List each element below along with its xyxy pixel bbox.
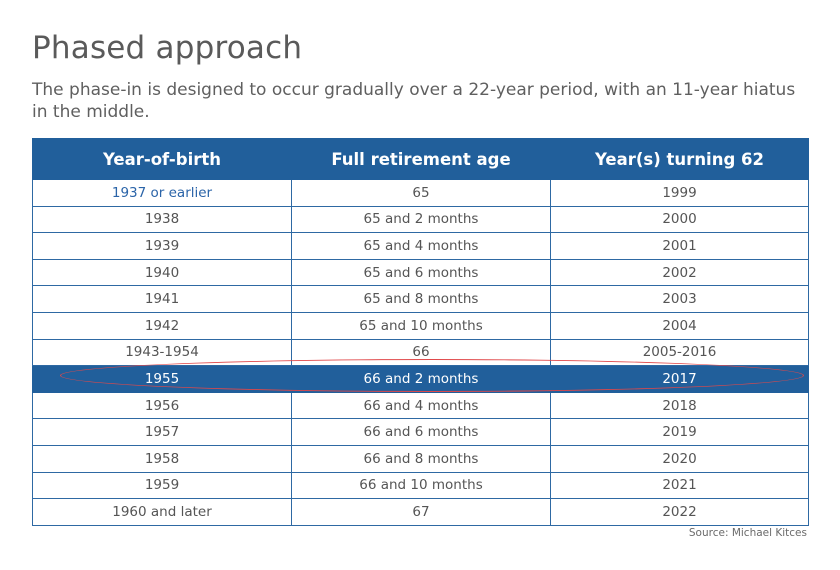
table-row: 1937 or earlier 65 1999 (32, 179, 809, 207)
table-header-row: Year-of-birth Full retirement age Year(s… (32, 138, 809, 180)
header-years-turning-62: Year(s) turning 62 (550, 138, 809, 180)
cell-year-of-birth: 1941 (32, 285, 292, 313)
table-row-highlighted: 1955 66 and 2 months 2017 (32, 365, 809, 393)
table-row: 1957 66 and 6 months 2019 (32, 418, 809, 446)
header-year-of-birth: Year-of-birth (32, 138, 292, 180)
cell-years-turning-62: 2020 (550, 444, 809, 473)
table-row: 1956 66 and 4 months 2018 (32, 391, 809, 420)
cell-years-turning-62: 2002 (550, 258, 809, 287)
cell-years-turning-62: 2022 (550, 498, 809, 526)
cell-full-retirement-age: 65 (291, 179, 551, 207)
cell-full-retirement-age: 66 and 8 months (291, 444, 551, 473)
retirement-age-table: Year-of-birth Full retirement age Year(s… (32, 138, 809, 526)
cell-years-turning-62: 2018 (550, 391, 809, 420)
cell-years-turning-62: 2021 (550, 471, 809, 500)
cell-year-of-birth: 1960 and later (32, 498, 292, 526)
cell-full-retirement-age: 65 and 2 months (291, 205, 551, 234)
cell-full-retirement-age: 65 and 4 months (291, 232, 551, 260)
cell-year-of-birth: 1943-1954 (32, 338, 292, 367)
cell-full-retirement-age: 66 and 2 months (291, 365, 551, 393)
cell-years-turning-62: 2005-2016 (550, 338, 809, 367)
cell-year-of-birth: 1937 or earlier (32, 179, 292, 207)
table-row: 1960 and later 67 2022 (32, 498, 809, 526)
page-subtitle: The phase-in is designed to occur gradua… (32, 80, 796, 122)
cell-year-of-birth: 1938 (32, 205, 292, 234)
cell-full-retirement-age: 66 and 6 months (291, 418, 551, 446)
cell-full-retirement-age: 65 and 6 months (291, 258, 551, 287)
cell-year-of-birth: 1957 (32, 418, 292, 446)
cell-year-of-birth: 1958 (32, 444, 292, 473)
cell-years-turning-62: 2004 (550, 311, 809, 340)
table-row: 1958 66 and 8 months 2020 (32, 444, 809, 473)
cell-full-retirement-age: 66 and 4 months (291, 391, 551, 420)
table-row: 1942 65 and 10 months 2004 (32, 311, 809, 340)
cell-years-turning-62: 2019 (550, 418, 809, 446)
table-row: 1939 65 and 4 months 2001 (32, 232, 809, 260)
cell-year-of-birth: 1955 (32, 365, 292, 393)
cell-years-turning-62: 2003 (550, 285, 809, 313)
cell-years-turning-62: 2017 (550, 365, 809, 393)
table-row: 1940 65 and 6 months 2002 (32, 258, 809, 287)
source-credit: Source: Michael Kitces (688, 527, 807, 539)
cell-year-of-birth: 1942 (32, 311, 292, 340)
table-row: 1941 65 and 8 months 2003 (32, 285, 809, 313)
page-title: Phased approach (32, 30, 303, 66)
cell-year-of-birth: 1959 (32, 471, 292, 500)
cell-years-turning-62: 1999 (550, 179, 809, 207)
cell-full-retirement-age: 66 and 10 months (291, 471, 551, 500)
table-row: 1943-1954 66 2005-2016 (32, 338, 809, 367)
cell-full-retirement-age: 65 and 10 months (291, 311, 551, 340)
cell-full-retirement-age: 66 (291, 338, 551, 367)
table-row: 1938 65 and 2 months 2000 (32, 205, 809, 234)
cell-years-turning-62: 2000 (550, 205, 809, 234)
cell-full-retirement-age: 65 and 8 months (291, 285, 551, 313)
table-row: 1959 66 and 10 months 2021 (32, 471, 809, 500)
cell-years-turning-62: 2001 (550, 232, 809, 260)
header-full-retirement-age: Full retirement age (291, 138, 551, 180)
cell-year-of-birth: 1939 (32, 232, 292, 260)
cell-year-of-birth: 1940 (32, 258, 292, 287)
cell-full-retirement-age: 67 (291, 498, 551, 526)
cell-year-of-birth: 1956 (32, 391, 292, 420)
